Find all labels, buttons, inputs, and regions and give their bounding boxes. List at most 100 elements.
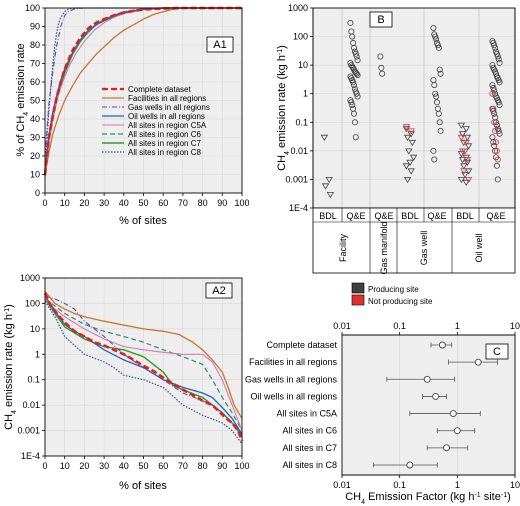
b-point-oil-well-qe-notproducing bbox=[494, 156, 501, 163]
a1-ytick-label: 50 bbox=[30, 96, 40, 106]
c-xtick-label: 0.1 bbox=[393, 480, 406, 490]
c-xtick-label-top: 0.1 bbox=[393, 321, 406, 331]
b-point-oil-well-bdl bbox=[462, 179, 470, 186]
b-point-oil-well-qe bbox=[495, 56, 502, 63]
a2-xlabel: % of sites bbox=[119, 480, 167, 492]
b-ytick-label: 0.001 bbox=[285, 174, 308, 184]
b-point-oil-well-bdl bbox=[457, 122, 466, 129]
b-label-box bbox=[369, 11, 393, 28]
a2-ytick-label: 1E-4 bbox=[21, 451, 40, 461]
b-point-oil-well-qe-notproducing bbox=[492, 139, 499, 146]
a1-xtick-label: 0 bbox=[42, 198, 47, 208]
b-point-gas-well-bdl-notproducing bbox=[402, 124, 411, 131]
b-point-facility-qe bbox=[353, 90, 360, 97]
a1-ylabel: % of CH4 emission rate bbox=[15, 43, 30, 156]
a1-panel-label: A1 bbox=[213, 39, 226, 51]
b-point-oil-well-qe bbox=[495, 99, 502, 106]
b-column-label: Q&E bbox=[346, 211, 365, 221]
a2-ytick-label: 10 bbox=[30, 324, 40, 334]
c-xtick-label-top: 0.01 bbox=[333, 321, 351, 331]
a2-ytick-label: 100 bbox=[25, 298, 40, 308]
c-point bbox=[449, 410, 457, 418]
a1-ytick-label: 80 bbox=[30, 40, 40, 50]
b-column-label: BDL bbox=[401, 211, 419, 221]
b-point-facility-qe bbox=[347, 19, 354, 26]
a1-ytick-label: 0 bbox=[35, 188, 40, 198]
a2-xtick-label: 60 bbox=[158, 461, 168, 471]
b-point-oil-well-qe bbox=[494, 176, 501, 183]
b-point-oil-well-qe bbox=[493, 162, 500, 169]
c-row-label: Facilities in all regions bbox=[249, 357, 338, 367]
a1-ytick-label: 10 bbox=[30, 170, 40, 180]
b-point-facility-qe bbox=[349, 33, 356, 40]
a2-series-line bbox=[43, 292, 244, 442]
a1-ytick-label: 90 bbox=[30, 22, 40, 32]
b-point-gas-well-qe bbox=[437, 70, 444, 77]
c-row-label: All sites in C7 bbox=[282, 443, 337, 453]
b-panel-label: B bbox=[377, 14, 384, 26]
panel-a1: 0 10 20 30 40 50 60 70 80 90 100 0 10 20 30 40 50 60 70 80… bbox=[15, 3, 250, 227]
b-point-oil-well-qe bbox=[492, 119, 499, 126]
b-column-label: Q&E bbox=[374, 211, 393, 221]
a1-legend-label: Facilities in all regions bbox=[128, 94, 206, 103]
b-point-oil-well-qe bbox=[491, 42, 498, 49]
a2-ytick-label: 0.01 bbox=[22, 400, 40, 410]
a2-xtick-label: 30 bbox=[99, 461, 109, 471]
a1-legend-label: All sites in region C5A bbox=[128, 121, 207, 130]
b-point-facility-qe bbox=[350, 79, 357, 86]
a2-xtick-label: 10 bbox=[60, 461, 70, 471]
b-point-oil-well-qe bbox=[492, 44, 499, 51]
b-point-facility-qe bbox=[354, 57, 361, 64]
a2-xtick-label: 80 bbox=[198, 461, 208, 471]
b-column-label: BDL bbox=[456, 211, 474, 221]
b-point-gas-well-qe bbox=[431, 156, 438, 163]
a1-ytick-label: 100 bbox=[25, 3, 40, 13]
a2-panel-label: A2 bbox=[212, 285, 225, 297]
panel-b: 1E-4 0.001 0.01 0.1 1 10 100 1000 B CH4 emissio… bbox=[276, 3, 516, 306]
b-point-oil-well-qe bbox=[496, 130, 503, 137]
b-point-oil-well-qe bbox=[490, 139, 497, 146]
b-point-facility-qe bbox=[354, 72, 361, 79]
c-point bbox=[438, 341, 446, 349]
a2-ytick-label: 0.001 bbox=[17, 426, 40, 436]
c-point bbox=[453, 427, 461, 435]
c-xtick-label-top: 10 bbox=[510, 321, 520, 331]
a1-ytick-label: 70 bbox=[30, 59, 40, 69]
b-group-label: Oil well bbox=[474, 233, 484, 262]
b-point-gas-well-bdl bbox=[407, 168, 415, 175]
a1-legend-label: All sites in region C7 bbox=[128, 139, 201, 148]
b-point-gas-well-bdl bbox=[403, 134, 412, 141]
c-point bbox=[406, 461, 414, 469]
b-point-oil-well-qe-notproducing bbox=[493, 147, 500, 154]
b-point-oil-well-bdl-notproducing bbox=[463, 157, 472, 164]
a2-xtick-label: 0 bbox=[42, 461, 47, 471]
b-point-facility-bdl bbox=[320, 134, 329, 141]
a2-series-line bbox=[44, 301, 243, 445]
b-point-facility-bdl bbox=[325, 177, 333, 184]
b-point-oil-well-bdl bbox=[460, 163, 468, 170]
b-point-gas-well-qe bbox=[435, 110, 442, 117]
b-point-gas-manifold-qe bbox=[377, 53, 384, 60]
b-legend-swatch-notproducing bbox=[351, 294, 365, 306]
c-xtick-label: 0.01 bbox=[333, 480, 351, 490]
b-point-gas-well-qe bbox=[434, 42, 441, 49]
c-xtick-label-top: 1 bbox=[455, 321, 460, 331]
b-point-gas-well-qe bbox=[430, 147, 437, 154]
a1-series-line bbox=[43, 6, 242, 175]
b-point-gas-well-bdl-notproducing bbox=[407, 128, 415, 135]
b-point-oil-well-bdl bbox=[462, 126, 470, 133]
b-point-oil-well-bdl bbox=[463, 159, 472, 166]
c-point bbox=[423, 375, 431, 383]
b-point-facility-qe bbox=[350, 44, 357, 51]
b-column-label: Q&E bbox=[427, 211, 446, 221]
a1-legend-label: All sites in region C6 bbox=[128, 130, 201, 139]
a1-xtick-label: 60 bbox=[158, 198, 168, 208]
a1-ytick-label: 40 bbox=[30, 114, 40, 124]
b-point-gas-well-bdl bbox=[402, 163, 411, 170]
b-ylabel: CH4 emission rate (kg h-1) bbox=[276, 45, 291, 171]
b-point-gas-well-bdl bbox=[409, 154, 418, 161]
b-point-oil-well-qe bbox=[489, 82, 496, 89]
b-point-gas-well-bdl bbox=[406, 159, 414, 166]
a1-legend-label: Oil wells in all regions bbox=[128, 112, 205, 121]
